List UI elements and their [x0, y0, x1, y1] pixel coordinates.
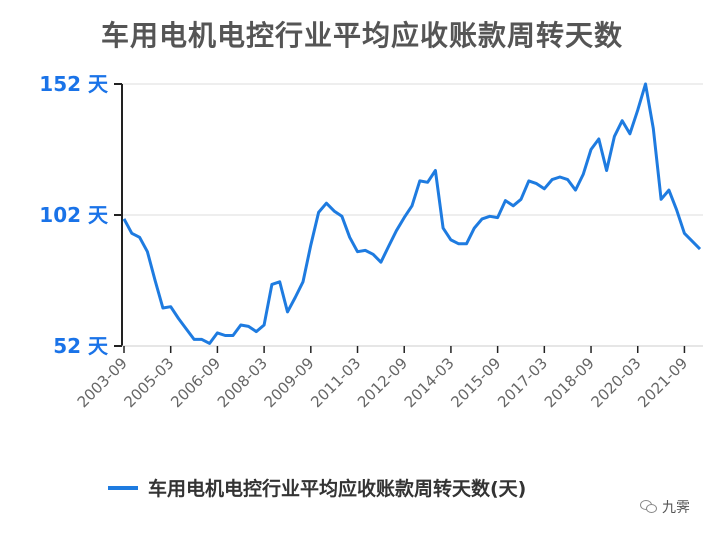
x-tick-label: 2014-03	[401, 354, 458, 411]
x-axis-ticks: 2003-092005-032006-092008-032009-092011-…	[74, 346, 691, 411]
x-tick-label: 2003-09	[74, 354, 131, 411]
watermark: 九霁	[640, 497, 690, 517]
x-tick-label: 2018-09	[541, 354, 598, 411]
x-tick-label: 2021-09	[634, 354, 691, 411]
legend-swatch	[108, 485, 138, 490]
gridlines	[122, 83, 703, 216]
y-tick-label: 102 天	[39, 203, 109, 227]
y-tick-label: 52 天	[53, 334, 109, 358]
x-tick-label: 2020-03	[588, 354, 645, 411]
x-tick-label: 2008-03	[214, 354, 271, 411]
chart-title: 车用电机电控行业平均应收账款周转天数	[100, 19, 623, 52]
series-line	[122, 82, 702, 345]
x-tick-label: 2005-03	[120, 354, 177, 411]
x-tick-label: 2006-09	[167, 354, 224, 411]
x-tick-label: 2012-09	[354, 354, 411, 411]
legend-label: 车用电机电控行业平均应收账款周转天数(天)	[148, 478, 527, 500]
y-axis-ticks: 52 天 102 天 152 天	[39, 72, 122, 358]
x-tick-label: 2015-09	[447, 354, 504, 411]
watermark-text: 九霁	[662, 500, 690, 516]
wechat-icon	[640, 500, 658, 514]
x-tick-label: 2017-03	[494, 354, 551, 411]
x-tick-label: 2011-03	[307, 354, 364, 411]
x-tick-label: 2009-09	[261, 354, 318, 411]
legend: 车用电机电控行业平均应收账款周转天数(天)	[108, 474, 526, 501]
series-layer	[122, 82, 702, 345]
y-tick-label: 152 天	[39, 72, 109, 96]
